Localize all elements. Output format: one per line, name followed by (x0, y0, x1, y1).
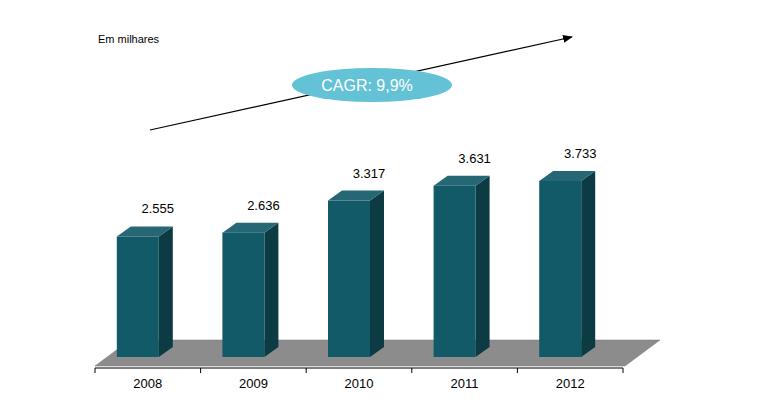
x-tick-label: 2011 (451, 376, 479, 391)
bar (117, 226, 173, 357)
x-axis-line (95, 368, 623, 369)
cagr-badge (292, 68, 452, 102)
bar-top (328, 191, 384, 201)
data-label: 2.636 (247, 198, 280, 213)
x-tick-label: 2009 (239, 376, 268, 391)
cagr-label: CAGR: 9,9% (321, 77, 413, 94)
bar-top (117, 226, 173, 236)
data-label: 2.555 (142, 201, 175, 216)
x-tick-separator (623, 368, 624, 373)
x-tick-separator (411, 368, 412, 373)
data-label: 3.631 (458, 151, 491, 166)
bar (222, 223, 278, 357)
bar-top (539, 171, 595, 181)
bar-side (370, 191, 384, 357)
bar-front (434, 186, 476, 357)
bars (117, 171, 595, 357)
bar-front (222, 233, 264, 357)
bar-front (117, 236, 159, 357)
x-tick-label: 2008 (133, 376, 162, 391)
data-label: 3.733 (564, 146, 597, 161)
bar (328, 191, 384, 357)
bar-front (328, 201, 370, 357)
trend-arrow (150, 37, 572, 130)
chart-svg: 2008 2009 2010 2011 2012 2.555 2.636 3.317 3.631… (0, 0, 761, 415)
x-tick-separator (200, 368, 201, 373)
chart-container: 2008 2009 2010 2011 2012 2.555 2.636 3.317 3.631… (0, 0, 761, 415)
bar (434, 176, 490, 357)
x-tick-separator (95, 368, 96, 373)
bar-side (581, 171, 595, 357)
bar-top (222, 223, 278, 233)
x-tick-separator (306, 368, 307, 373)
data-label: 3.317 (353, 166, 386, 181)
bar (539, 171, 595, 357)
bar-side (264, 223, 278, 357)
bar-top (434, 176, 490, 186)
bar-side (476, 176, 490, 357)
bar-side (159, 226, 173, 357)
bar-front (539, 181, 581, 357)
unit-note: Em milhares (98, 33, 160, 45)
x-tick-label: 2010 (345, 376, 374, 391)
x-tick-separator (517, 368, 518, 373)
x-tick-label: 2012 (556, 376, 585, 391)
